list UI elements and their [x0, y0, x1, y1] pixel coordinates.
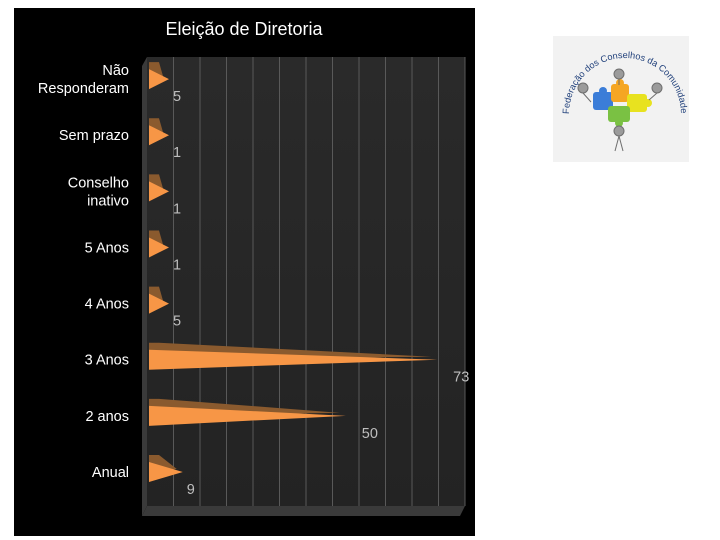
plot-side-wall	[142, 57, 147, 516]
value-label: 1	[173, 201, 181, 217]
bar	[149, 125, 169, 146]
value-label: 50	[362, 426, 378, 442]
bar	[149, 181, 169, 202]
category-label: 5 Anos	[85, 240, 129, 256]
category-label: 4 Anos	[85, 297, 129, 313]
category-label: Anual	[92, 465, 129, 481]
bar	[149, 293, 169, 314]
bar	[149, 405, 346, 426]
bar	[149, 69, 169, 90]
category-label: Sem prazo	[59, 128, 129, 144]
value-label: 1	[173, 257, 181, 273]
category-labels: Não Responderam Sem prazo Conselho inativo 5 …	[38, 63, 129, 481]
value-label: 5	[173, 89, 181, 105]
bar	[149, 349, 438, 370]
bar-chart: Não Responderam Sem prazo Conselho inativo 5 …	[38, 19, 469, 516]
value-label: 9	[187, 482, 195, 498]
puzzle-icon	[593, 79, 652, 127]
category-label: Não Responderam	[38, 63, 129, 97]
bar	[149, 237, 169, 258]
value-labels: 5 1 1 1 5 73 50 9	[173, 89, 469, 498]
bars	[149, 62, 438, 482]
category-label: Conselho inativo	[68, 175, 129, 209]
gridlines	[173, 57, 466, 506]
value-label: 5	[173, 314, 181, 330]
category-label: 2 anos	[85, 409, 129, 425]
bar	[149, 461, 183, 482]
federation-logo: Federação dos Conselhos da Comunidade do…	[553, 36, 689, 162]
value-label: 73	[453, 370, 469, 386]
value-label: 1	[173, 145, 181, 161]
chart-title: Eleição de Diretoria	[165, 19, 323, 39]
plot-floor	[142, 506, 465, 516]
category-label: 3 Anos	[85, 353, 129, 369]
chart-panel: Não Responderam Sem prazo Conselho inativo 5 …	[14, 8, 475, 536]
people-figures-icon	[577, 68, 663, 152]
